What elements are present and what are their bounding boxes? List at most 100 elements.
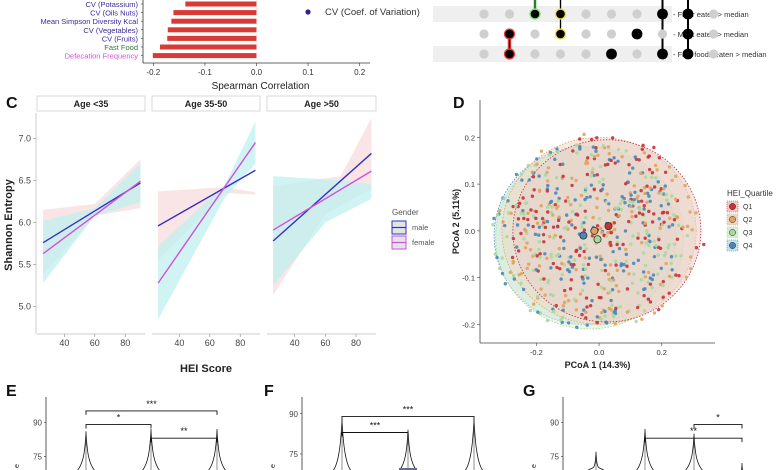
violin-shape xyxy=(208,429,226,470)
matrix-row-label: - Fast foods eaten > median xyxy=(673,50,767,59)
sample-point-Q1 xyxy=(603,268,608,273)
violin-shape xyxy=(332,419,352,470)
sample-point-Q3 xyxy=(662,253,667,258)
sample-point-Q2 xyxy=(627,272,631,276)
sample-point-Q1 xyxy=(584,316,588,320)
sample-point-Q3 xyxy=(624,259,629,263)
sample-point-Q3 xyxy=(589,153,594,157)
bar xyxy=(160,44,257,50)
matrix-dot-inactive xyxy=(708,29,719,39)
sample-point-Q2 xyxy=(630,209,634,214)
sample-point-Q2 xyxy=(527,262,531,266)
regression-line-female xyxy=(272,170,372,231)
x-tick-label: 0.1 xyxy=(303,68,315,77)
sample-point-Q3 xyxy=(554,175,559,180)
sample-point-Q4 xyxy=(500,271,505,276)
sample-point-Q4 xyxy=(582,220,586,225)
sample-point-Q1 xyxy=(661,279,665,284)
sample-point-Q2 xyxy=(546,179,550,183)
sample-point-Q1 xyxy=(511,204,515,209)
sample-point-Q4 xyxy=(636,199,641,204)
sample-point-Q2 xyxy=(539,149,544,153)
sample-point-Q4 xyxy=(512,277,517,281)
significance-bracket xyxy=(644,437,743,443)
sample-point-Q1 xyxy=(637,158,641,162)
sample-point-Q3 xyxy=(599,317,604,321)
sample-point-Q4 xyxy=(521,287,526,292)
sample-point-Q2 xyxy=(643,275,647,279)
sample-point-Q4 xyxy=(533,232,538,237)
sample-point-Q1 xyxy=(553,203,558,207)
sample-point-Q1 xyxy=(647,209,651,214)
sample-point-Q1 xyxy=(521,196,525,200)
sample-point-Q3 xyxy=(654,176,658,180)
x-tick-label: 40 xyxy=(290,338,300,348)
sample-point-Q3 xyxy=(591,167,595,171)
sample-point-Q1 xyxy=(584,296,589,300)
sample-point-Q4 xyxy=(657,217,661,221)
sample-point-Q2 xyxy=(670,178,674,183)
sample-point-Q2 xyxy=(524,229,528,233)
violin-shape xyxy=(77,431,95,470)
violin-shape xyxy=(587,451,605,470)
sample-point-Q3 xyxy=(545,205,550,209)
sample-point-Q1 xyxy=(558,267,562,271)
sample-point-Q3 xyxy=(589,174,593,178)
sample-point-Q2 xyxy=(537,264,542,268)
sample-point-Q2 xyxy=(562,300,567,305)
sample-point-Q2 xyxy=(606,208,611,213)
sample-point-Q4 xyxy=(590,298,594,303)
sample-point-Q4 xyxy=(651,273,656,277)
category-label: CV (Fruits) xyxy=(102,34,139,43)
sample-point-Q2 xyxy=(640,240,644,245)
sample-point-Q1 xyxy=(595,321,599,325)
sample-point-Q1 xyxy=(542,277,546,281)
sample-point-Q2 xyxy=(546,166,551,170)
sample-point-Q2 xyxy=(674,197,678,201)
sample-point-Q1 xyxy=(554,303,558,308)
legend-label: male xyxy=(412,223,428,232)
sample-point-Q3 xyxy=(519,172,524,176)
sample-point-Q3 xyxy=(659,191,663,195)
sample-point-Q1 xyxy=(582,249,586,254)
sample-point-Q2 xyxy=(566,298,571,303)
box-plot xyxy=(399,468,417,470)
sample-point-Q3 xyxy=(600,268,604,273)
sample-point-Q1 xyxy=(621,242,625,247)
sample-point-Q4 xyxy=(559,277,563,281)
sample-point-Q3 xyxy=(643,175,648,179)
significance-label: *** xyxy=(403,404,414,414)
sample-point-Q3 xyxy=(636,291,640,295)
legend-dot-Q4 xyxy=(729,242,736,249)
sample-point-Q3 xyxy=(556,252,561,257)
sample-point-Q4 xyxy=(621,269,626,273)
sample-point-Q3 xyxy=(555,150,560,154)
sample-point-Q1 xyxy=(517,201,522,206)
legend-dot xyxy=(305,9,311,15)
sample-point-Q4 xyxy=(623,229,628,233)
sample-point-Q2 xyxy=(614,283,619,288)
sample-point-Q1 xyxy=(642,293,646,298)
sample-point-Q2 xyxy=(574,268,578,272)
x-tick-label: 60 xyxy=(205,338,215,348)
y-axis-title-fragment: e xyxy=(14,464,21,468)
sample-point-Q1 xyxy=(551,261,556,266)
sample-point-Q2 xyxy=(579,193,584,198)
matrix-dot-inactive xyxy=(632,49,642,59)
sample-point-Q2 xyxy=(543,293,547,297)
sample-point-Q4 xyxy=(624,252,629,257)
sample-point-Q1 xyxy=(650,171,655,175)
sample-point-Q1 xyxy=(531,224,535,229)
sample-point-Q4 xyxy=(656,180,660,184)
sample-point-Q4 xyxy=(555,147,559,151)
sample-point-Q3 xyxy=(519,281,523,286)
sample-point-Q2 xyxy=(590,170,594,175)
sample-point-Q3 xyxy=(647,243,651,248)
sample-point-Q3 xyxy=(618,305,622,309)
sample-point-Q4 xyxy=(554,191,558,195)
matrix-dot-inactive xyxy=(479,9,489,19)
sample-point-Q2 xyxy=(598,254,602,258)
sample-point-Q4 xyxy=(562,239,566,243)
sample-point-Q3 xyxy=(619,207,623,212)
sample-point-Q3 xyxy=(656,253,660,257)
